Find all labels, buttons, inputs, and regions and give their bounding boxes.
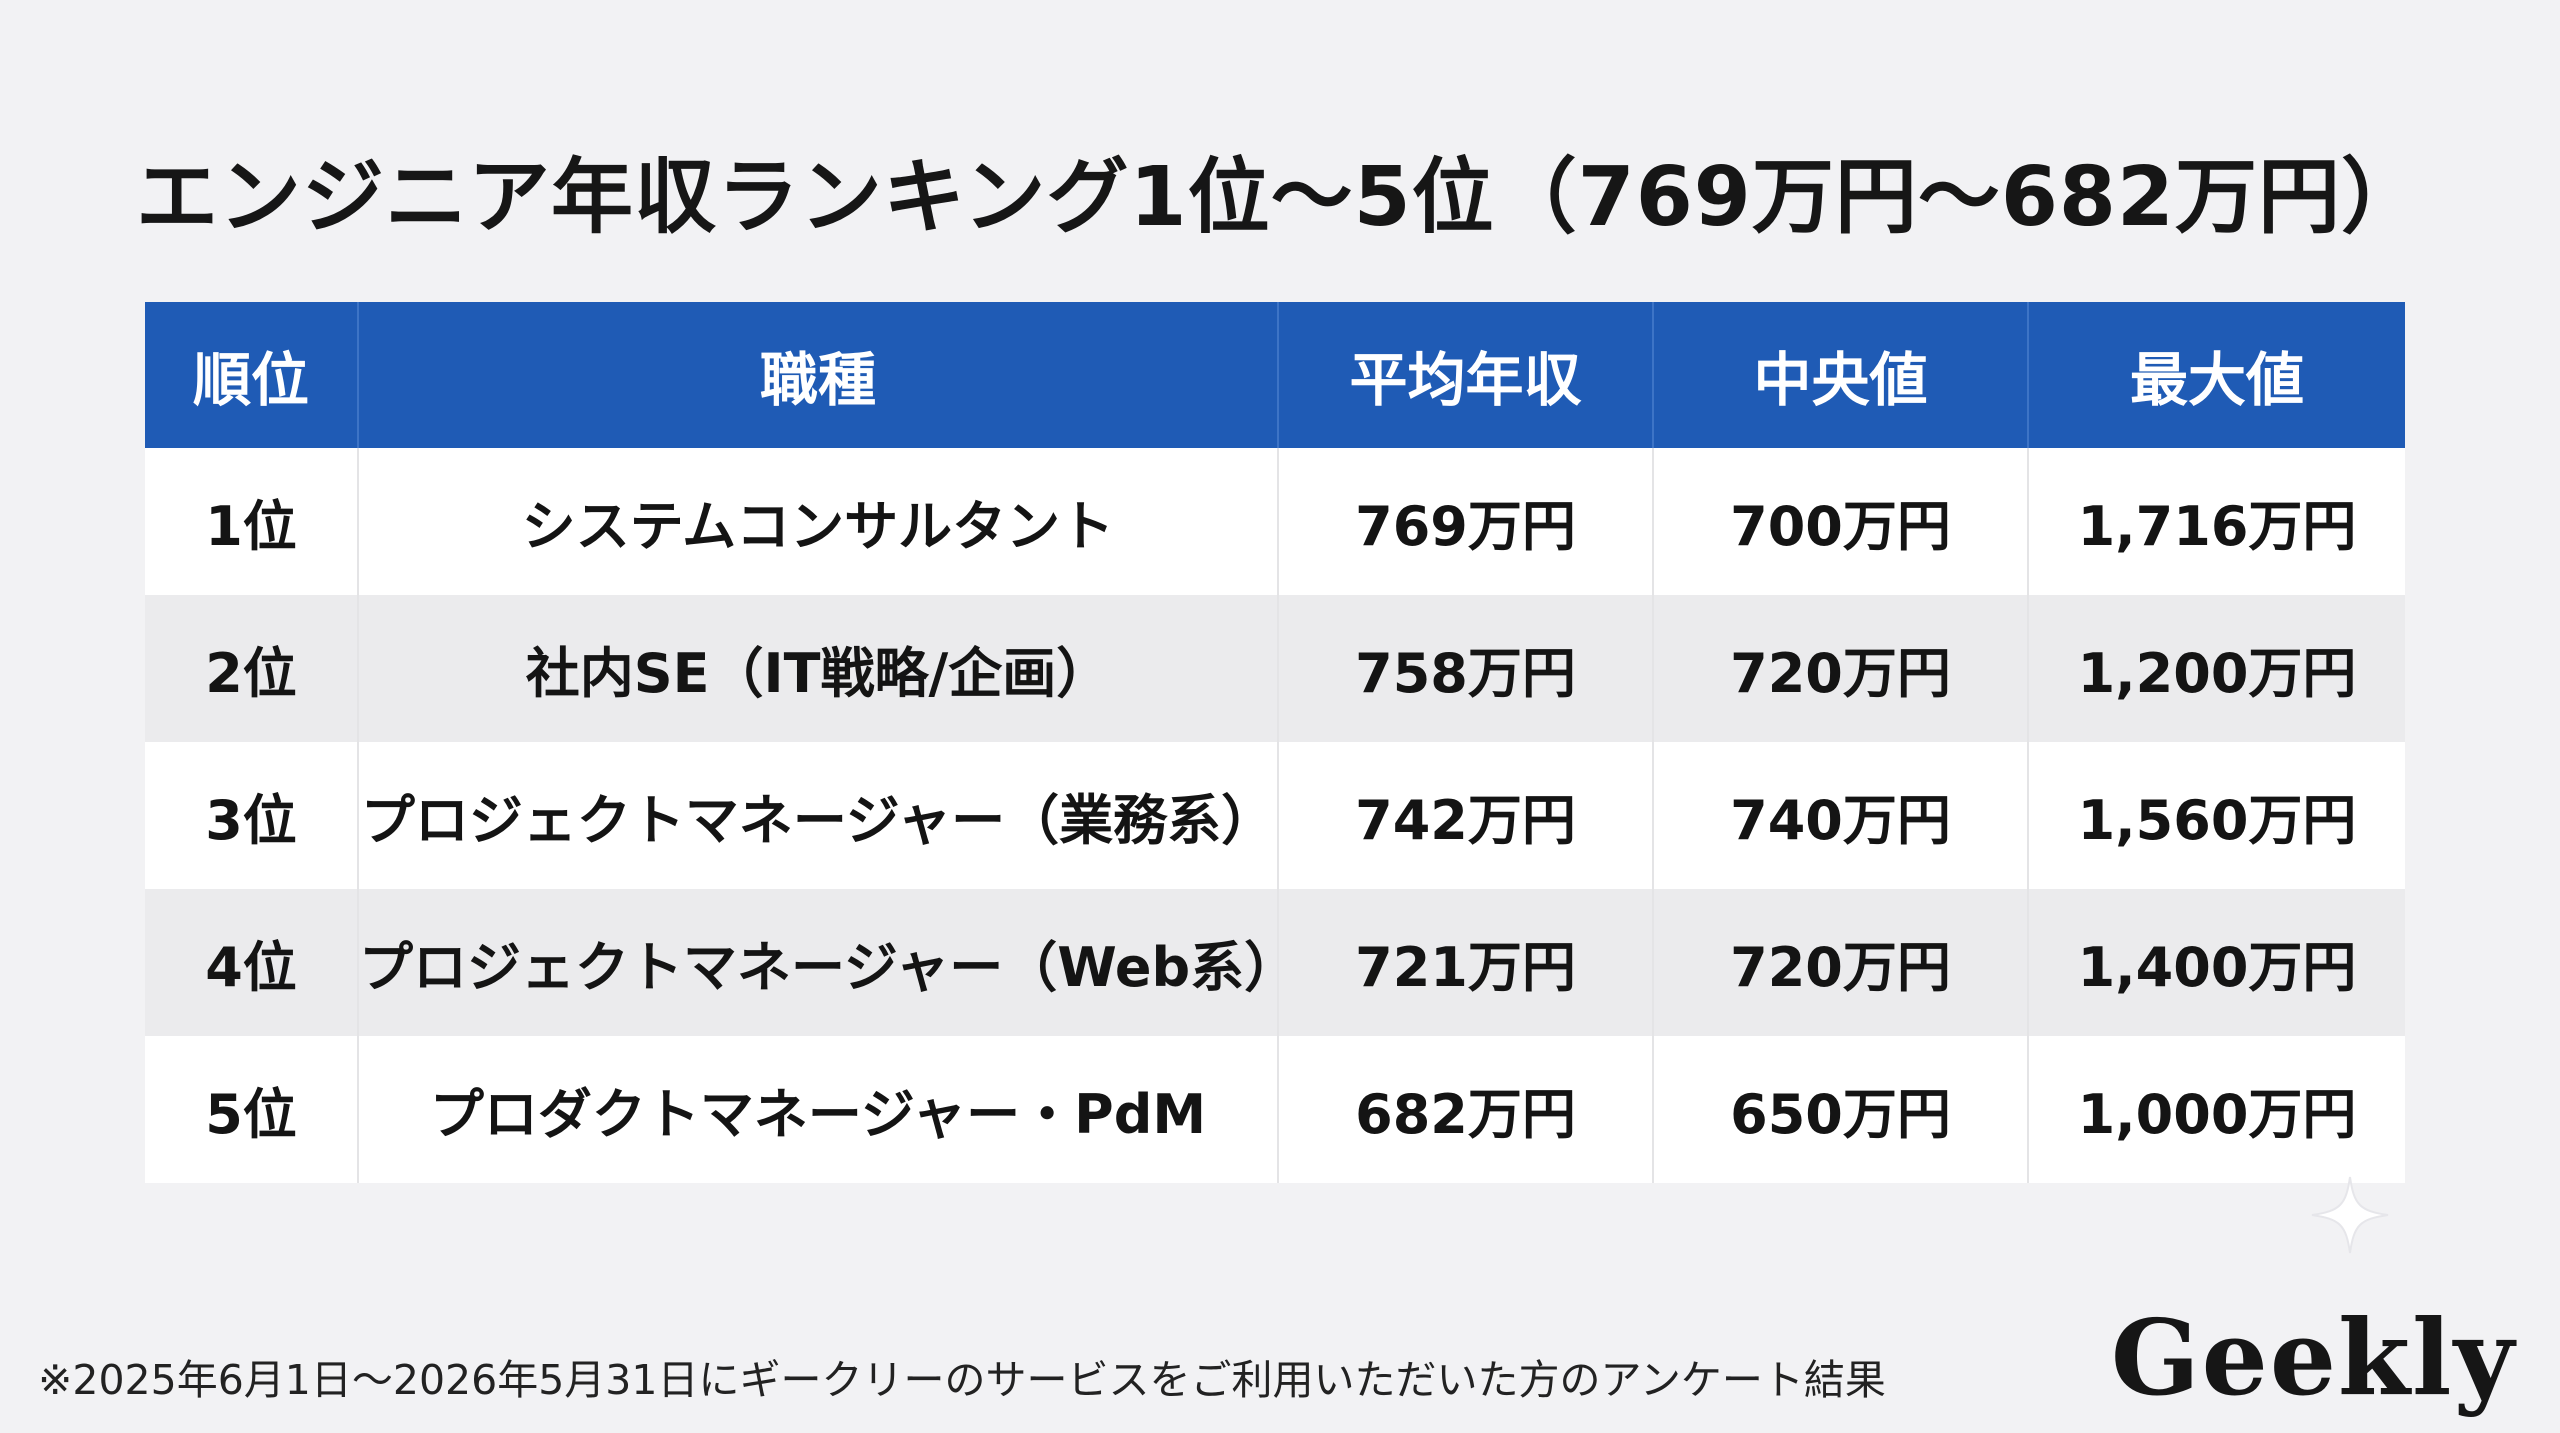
header-rank: 順位 [145, 302, 359, 448]
geekly-logo: Geekly [2110, 1296, 2516, 1419]
cell-average-salary: 742万円 [1278, 742, 1654, 889]
header-average-salary: 平均年収 [1278, 302, 1654, 448]
header-max: 最大値 [2028, 302, 2405, 448]
cell-max: 1,200万円 [2028, 595, 2405, 742]
cell-median: 740万円 [1653, 742, 2029, 889]
cell-rank: 3位 [145, 742, 359, 889]
table-header-row: 順位 職種 平均年収 中央値 最大値 [145, 302, 2405, 448]
table-row: 4位 プロジェクトマネージャー（Web系） 721万円 720万円 1,400万… [145, 889, 2405, 1036]
cell-job: システムコンサルタント [358, 448, 1279, 595]
footnote: ※2025年6月1日〜2026年5月31日にギークリーのサービスをご利用いただい… [38, 1356, 1886, 1404]
sparkle-icon [2311, 1176, 2389, 1254]
cell-job: プロジェクトマネージャー（Web系） [358, 889, 1298, 1036]
cell-rank: 1位 [145, 448, 359, 595]
cell-rank: 2位 [145, 595, 359, 742]
cell-median: 720万円 [1653, 595, 2029, 742]
cell-rank: 4位 [145, 889, 359, 1036]
table-row: 3位 プロジェクトマネージャー（業務系） 742万円 740万円 1,560万円 [145, 742, 2405, 889]
table-row: 5位 プロダクトマネージャー・PdM 682万円 650万円 1,000万円 [145, 1036, 2405, 1183]
cell-max: 1,716万円 [2028, 448, 2405, 595]
header-job: 職種 [358, 302, 1279, 448]
cell-average-salary: 682万円 [1278, 1036, 1654, 1183]
cell-median: 700万円 [1653, 448, 2029, 595]
cell-job: プロジェクトマネージャー（業務系） [358, 742, 1279, 889]
page-title: エンジニア年収ランキング1位〜5位（769万円〜682万円） [136, 150, 2424, 245]
cell-average-salary: 758万円 [1278, 595, 1654, 742]
cell-average-salary: 721万円 [1278, 889, 1654, 1036]
cell-average-salary: 769万円 [1278, 448, 1654, 595]
cell-max: 1,400万円 [2028, 889, 2405, 1036]
cell-job: 社内SE（IT戦略/企画） [358, 595, 1279, 742]
cell-max: 1,000万円 [2028, 1036, 2405, 1183]
cell-max: 1,560万円 [2028, 742, 2405, 889]
cell-rank: 5位 [145, 1036, 359, 1183]
ranking-table: 順位 職種 平均年収 中央値 最大値 1位 システムコンサルタント 769万円 … [145, 302, 2405, 1183]
table-row: 1位 システムコンサルタント 769万円 700万円 1,716万円 [145, 448, 2405, 595]
cell-median: 720万円 [1653, 889, 2029, 1036]
cell-job: プロダクトマネージャー・PdM [358, 1036, 1279, 1183]
cell-median: 650万円 [1653, 1036, 2029, 1183]
table-row: 2位 社内SE（IT戦略/企画） 758万円 720万円 1,200万円 [145, 595, 2405, 742]
header-median: 中央値 [1653, 302, 2029, 448]
